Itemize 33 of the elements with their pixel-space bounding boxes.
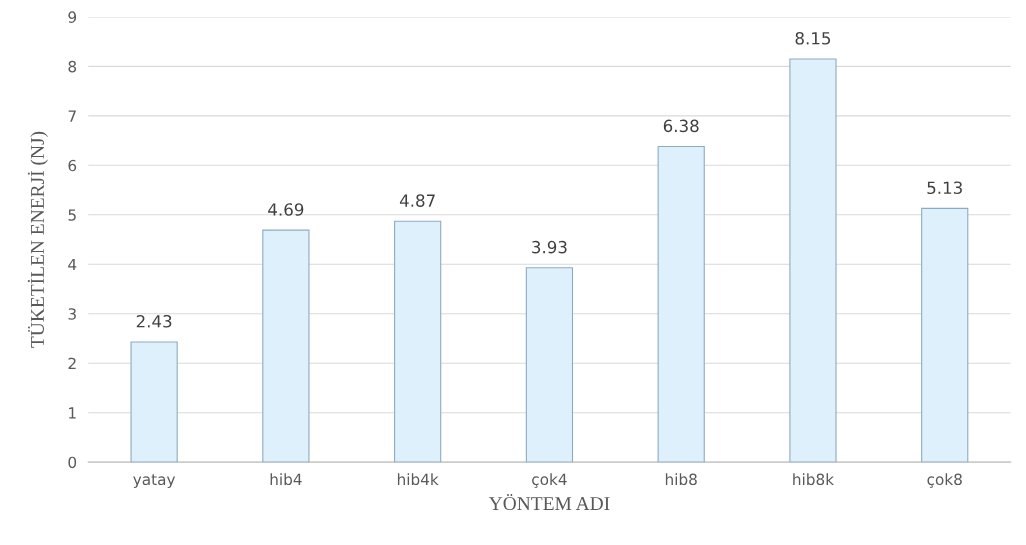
- y-tick-label: 2: [68, 357, 76, 370]
- y-tick-label: 4: [68, 258, 77, 271]
- x-tick-label: çok4: [532, 473, 567, 488]
- data-label: 3.93: [532, 240, 567, 254]
- bar: [130, 341, 178, 463]
- bar: [921, 207, 969, 463]
- y-tick-label: 7: [68, 110, 76, 122]
- data-label: 6.38: [663, 119, 699, 133]
- bar: [789, 58, 837, 463]
- x-tick-label: hib8: [665, 473, 697, 486]
- data-label: 4.87: [399, 194, 435, 207]
- y-tick-label: 5: [68, 209, 76, 221]
- x-tick-label: hib8k: [793, 473, 835, 486]
- y-tick-label: 6: [68, 159, 77, 172]
- bar: [394, 220, 442, 463]
- data-label: 5.13: [927, 181, 962, 195]
- y-tick-label: 9: [68, 11, 77, 23]
- y-tick-label: 1: [69, 407, 76, 419]
- y-tick-label: 8: [68, 60, 77, 73]
- bar: [525, 267, 574, 463]
- x-tick-label: hib4: [270, 473, 302, 486]
- x-tick-label: yatay: [133, 474, 176, 489]
- y-axis-title: TÜKETİLEN ENERJİ (NJ): [27, 131, 48, 348]
- bar: [657, 145, 705, 463]
- x-axis-title: YÖNTEM ADI: [488, 494, 610, 511]
- x-tick-label: çok8: [927, 473, 962, 488]
- bar: [262, 229, 310, 463]
- y-tick-label: 0: [68, 456, 77, 469]
- data-label: 8.15: [795, 32, 831, 45]
- data-label: 2.43: [136, 314, 172, 328]
- y-tick-label: 3: [68, 308, 76, 320]
- x-tick-label: hib4k: [397, 473, 439, 486]
- data-label: 4.69: [268, 203, 304, 216]
